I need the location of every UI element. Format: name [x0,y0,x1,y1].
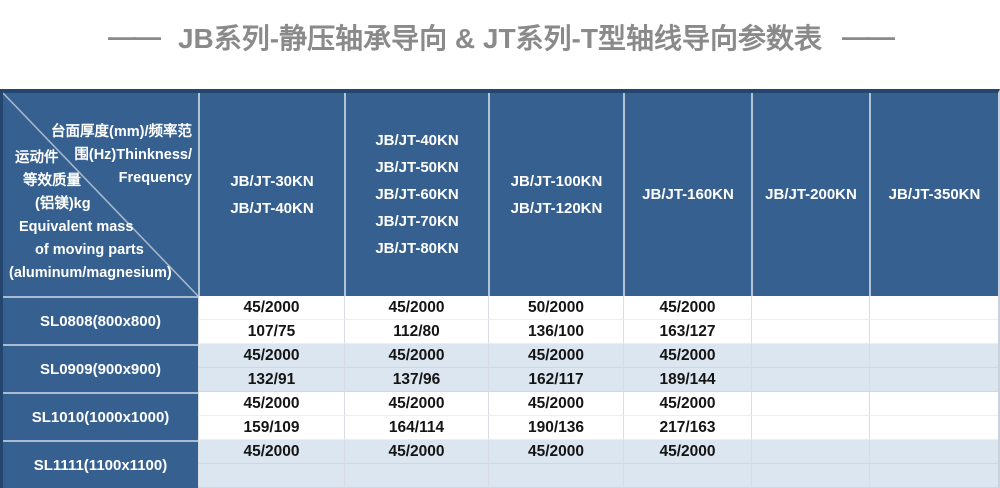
data-cell: 45/2000 [344,296,488,320]
data-cell [869,464,998,488]
row-label-sl0909: SL0909(900x900) [3,344,198,392]
data-cell: 50/2000 [488,296,623,320]
data-cell: 45/2000 [623,296,751,320]
data-cell [751,344,869,368]
data-cell [751,320,869,344]
column-header-350kn: JB/JT-350KN [869,93,998,296]
data-cell [488,464,623,488]
data-cell: 45/2000 [344,392,488,416]
data-cell: 45/2000 [623,440,751,464]
column-header-40-80kn: JB/JT-40KN JB/JT-50KN JB/JT-60KN JB/JT-7… [344,93,488,296]
data-cell [623,464,751,488]
data-cell [869,368,998,392]
data-cell: 45/2000 [344,344,488,368]
data-cell: 189/144 [623,368,751,392]
data-cell [198,464,344,488]
data-cell: 136/100 [488,320,623,344]
data-cell [751,416,869,440]
title-right-dash: —— [842,21,895,52]
title-left-dash: —— [107,21,161,52]
corner-bottom-label: 运动件 等效质量 (铝镁)kg Equivalent mass of movin… [9,150,172,281]
diagonal-divider-line [3,93,198,296]
data-cell [869,440,998,464]
column-header-160kn: JB/JT-160KN [623,93,751,296]
data-cell: 45/2000 [623,392,751,416]
data-cell [869,416,998,440]
data-cell: 45/2000 [198,440,344,464]
row-label-sl1010: SL1010(1000x1000) [3,392,198,440]
data-cell [344,464,488,488]
data-cell: 163/127 [623,320,751,344]
data-cell: 45/2000 [344,440,488,464]
data-cell: 159/109 [198,416,344,440]
data-cell: 107/75 [198,320,344,344]
corner-header-cell: 台面厚度(mm)/频率范 围(Hz)Thinkness/ Frequency 运… [3,93,198,296]
page-title: —— JB系列-静压轴承导向 & JT系列-T型轴线导向参数表 —— [0,14,1000,60]
row-label-sl0808: SL0808(800x800) [3,296,198,344]
parameter-table: 台面厚度(mm)/频率范 围(Hz)Thinkness/ Frequency 运… [0,89,1000,488]
data-cell: 45/2000 [623,344,751,368]
data-cell: 217/163 [623,416,751,440]
data-cell [869,392,998,416]
data-cell: 132/91 [198,368,344,392]
data-cell: 45/2000 [488,440,623,464]
page-title-text: JB系列-静压轴承导向 & JT系列-T型轴线导向参数表 [177,23,822,54]
data-cell: 164/114 [344,416,488,440]
data-cell [869,320,998,344]
data-cell [751,368,869,392]
corner-top-label: 台面厚度(mm)/频率范 围(Hz)Thinkness/ Frequency [51,124,192,186]
data-cell [751,392,869,416]
data-cell [751,296,869,320]
data-cell: 45/2000 [198,296,344,320]
data-cell [751,440,869,464]
column-header-100-120kn: JB/JT-100KN JB/JT-120KN [488,93,623,296]
data-cell: 137/96 [344,368,488,392]
data-cell: 190/136 [488,416,623,440]
data-cell: 45/2000 [198,344,344,368]
data-cell: 45/2000 [488,344,623,368]
data-cell: 45/2000 [488,392,623,416]
data-cell: 162/117 [488,368,623,392]
data-cell: 45/2000 [198,392,344,416]
data-cell [751,464,869,488]
column-header-30-40kn: JB/JT-30KN JB/JT-40KN [198,93,344,296]
column-header-200kn: JB/JT-200KN [751,93,869,296]
data-cell: 112/80 [344,320,488,344]
data-cell [869,296,998,320]
row-label-sl1111: SL1111(1100x1100) [3,440,198,488]
data-cell [869,344,998,368]
